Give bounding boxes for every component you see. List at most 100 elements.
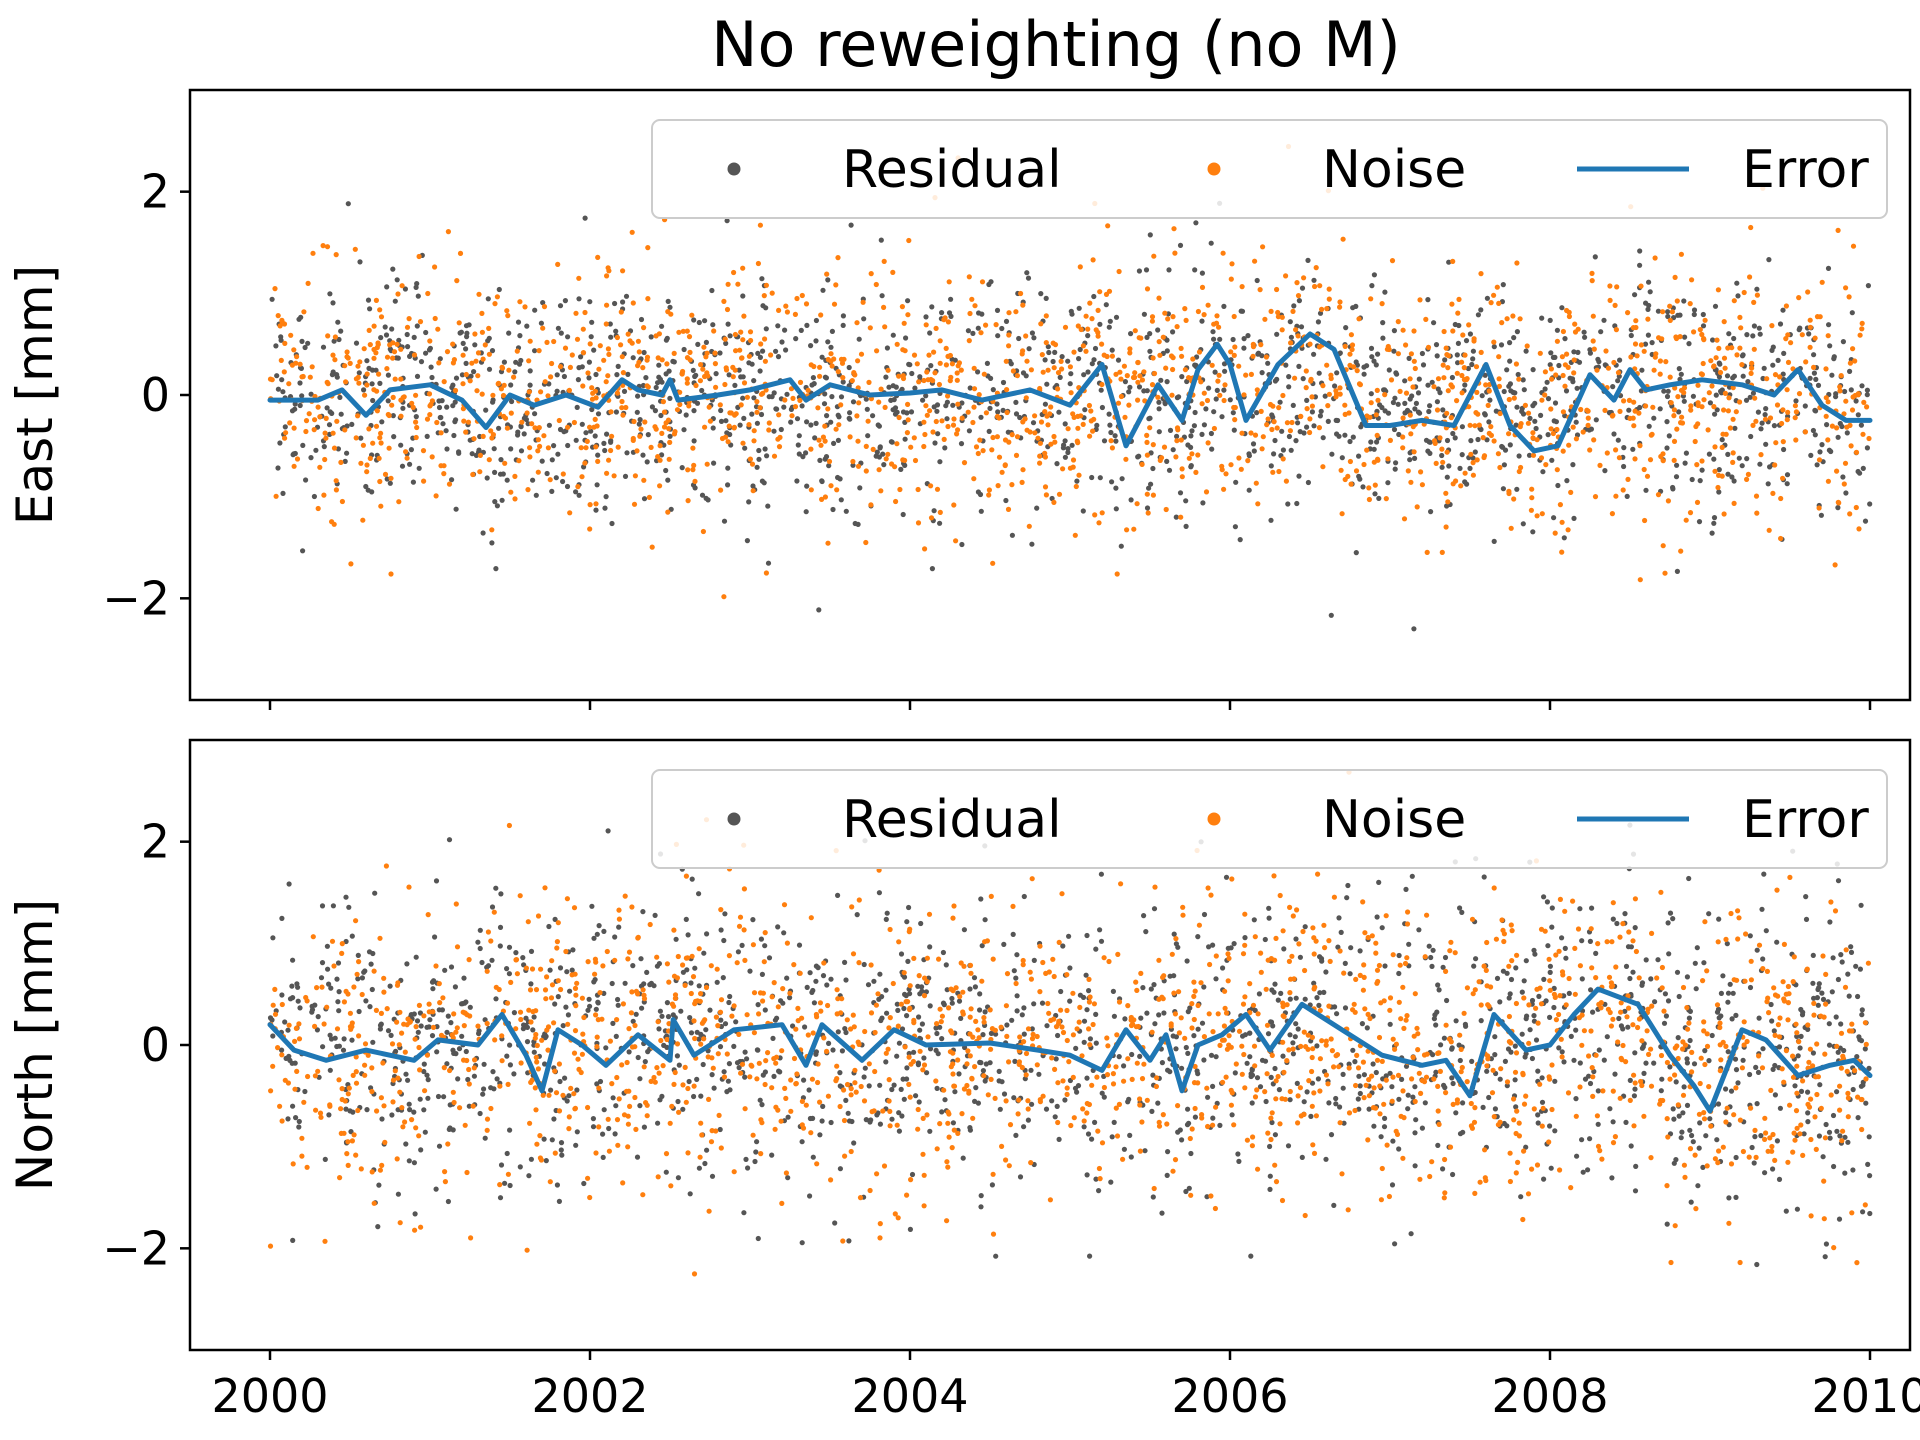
residual-point <box>552 1001 558 1007</box>
noise-point <box>901 320 907 326</box>
noise-point <box>496 380 502 386</box>
residual-point <box>905 298 911 304</box>
residual-point <box>822 391 828 397</box>
noise-point <box>360 517 366 523</box>
residual-point <box>904 410 910 416</box>
residual-point <box>1725 451 1731 457</box>
residual-point <box>757 1097 763 1103</box>
noise-point <box>373 423 380 429</box>
residual-point <box>472 342 478 348</box>
residual-point <box>1761 365 1767 371</box>
noise-point <box>1324 362 1330 368</box>
noise-point <box>1560 448 1566 454</box>
noise-point <box>975 450 981 457</box>
residual-point <box>753 1149 759 1155</box>
residual-point <box>441 1094 447 1100</box>
residual-point <box>359 975 365 981</box>
residual-point <box>336 1008 342 1014</box>
residual-point <box>1577 906 1583 912</box>
residual-point <box>740 395 746 401</box>
residual-point <box>602 447 608 454</box>
noise-point <box>1605 365 1612 371</box>
noise-point <box>1590 313 1596 319</box>
noise-point <box>516 458 522 464</box>
residual-point <box>699 492 706 498</box>
noise-point <box>1156 295 1162 301</box>
noise-point <box>1848 443 1854 449</box>
residual-point <box>587 299 593 305</box>
noise-point <box>1144 286 1151 292</box>
residual-point <box>1681 1084 1687 1090</box>
noise-point <box>638 426 644 432</box>
noise-point <box>1552 530 1558 536</box>
noise-point <box>556 417 562 424</box>
noise-point <box>618 342 624 348</box>
noise-point <box>1751 346 1757 352</box>
residual-point <box>1399 1076 1405 1082</box>
noise-point <box>1674 426 1680 432</box>
noise-point <box>825 406 831 412</box>
residual-point <box>436 1007 442 1013</box>
noise-point <box>490 432 496 438</box>
residual-point <box>784 975 790 981</box>
residual-point <box>343 894 349 900</box>
noise-point <box>1665 498 1671 504</box>
residual-point <box>1862 518 1869 524</box>
noise-point <box>1039 352 1045 358</box>
noise-point <box>921 419 927 425</box>
noise-point <box>1280 392 1286 399</box>
residual-point <box>1192 267 1198 273</box>
residual-point <box>889 1086 895 1093</box>
noise-point <box>1715 287 1721 293</box>
noise-point <box>803 301 810 307</box>
noise-point <box>1023 395 1029 401</box>
noise-point <box>1731 298 1737 304</box>
residual-point <box>370 1039 376 1045</box>
residual-point <box>1582 334 1588 340</box>
residual-point <box>385 372 391 378</box>
residual-point <box>349 421 355 427</box>
noise-point <box>1009 482 1015 488</box>
noise-point <box>470 471 476 478</box>
residual-point <box>498 1162 505 1168</box>
residual-point <box>1858 422 1864 428</box>
noise-point <box>1699 458 1705 464</box>
residual-point <box>850 399 857 405</box>
noise-point <box>1679 414 1685 420</box>
residual-point <box>302 1088 308 1095</box>
noise-point <box>1433 460 1439 466</box>
noise-point <box>1751 299 1757 305</box>
residual-point <box>1733 1012 1739 1019</box>
noise-point <box>1236 363 1242 369</box>
residual-point <box>1601 317 1607 323</box>
noise-point <box>1441 375 1447 381</box>
noise-point <box>374 388 380 394</box>
residual-point <box>1025 275 1032 281</box>
residual-point <box>877 1121 884 1127</box>
noise-point <box>943 362 950 368</box>
noise-point <box>569 352 575 358</box>
residual-point <box>459 1033 465 1039</box>
residual-point <box>424 1072 430 1078</box>
noise-point <box>501 382 507 388</box>
residual-point <box>558 330 564 336</box>
residual-point <box>1029 330 1035 336</box>
residual-point <box>292 401 298 407</box>
noise-point <box>334 418 340 424</box>
residual-point <box>1245 333 1251 339</box>
residual-point <box>320 1044 326 1050</box>
residual-point <box>1561 535 1567 541</box>
residual-point <box>1237 537 1243 543</box>
residual-point <box>795 442 801 448</box>
noise-point <box>421 478 427 484</box>
noise-point <box>582 309 588 316</box>
residual-point <box>1506 383 1512 389</box>
noise-point <box>1216 372 1222 378</box>
residual-point <box>451 432 457 439</box>
residual-point <box>720 975 726 981</box>
noise-point <box>1368 400 1374 406</box>
residual-point <box>1316 1002 1322 1009</box>
residual-point <box>1355 1096 1361 1102</box>
noise-point <box>608 409 614 415</box>
noise-point <box>1772 372 1779 378</box>
